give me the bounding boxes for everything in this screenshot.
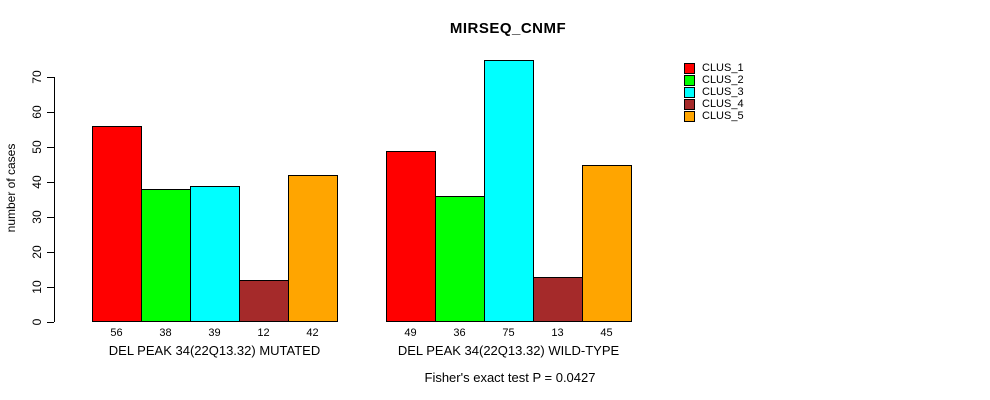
x-group-label: DEL PEAK 34(22Q13.32) WILD-TYPE (397, 343, 620, 358)
y-tick-label: 40 (30, 175, 44, 189)
legend-label: CLUS_1 (702, 61, 744, 74)
bar-clus_2 (141, 189, 191, 322)
chart-title: MIRSEQ_CNMF (449, 20, 567, 37)
y-tick-label: 60 (30, 105, 44, 119)
y-tick-label: 50 (30, 140, 44, 154)
bar-clus_2 (435, 196, 485, 322)
legend-label: CLUS_4 (702, 98, 744, 111)
legend-label: CLUS_2 (702, 73, 744, 86)
y-tick-label: 10 (30, 280, 44, 294)
legend: CLUS_1 CLUS_2 CLUS_3 CLUS_4 CLUS_5 (684, 62, 744, 123)
legend-swatch-icon (684, 74, 695, 86)
bar-clus_4 (533, 276, 583, 322)
bar-clus_3 (484, 59, 534, 322)
y-tick (47, 251, 54, 253)
bar-value-label: 45 (600, 327, 613, 339)
bar-value-label: 56 (110, 327, 123, 339)
bar-value-label: 49 (404, 327, 417, 339)
y-tick (47, 146, 54, 148)
bar-value-label: 38 (159, 327, 172, 339)
bar-value-label: 75 (502, 327, 515, 339)
bar-clus_5 (582, 164, 632, 322)
y-tick (47, 321, 54, 323)
bar-clus_1 (92, 126, 142, 322)
y-tick (47, 216, 54, 218)
legend-swatch-icon (684, 111, 695, 123)
y-tick (47, 76, 54, 78)
caption-text: Fisher's exact test P = 0.0427 (424, 370, 596, 385)
bar-value-label: 36 (453, 327, 466, 339)
y-tick (47, 286, 54, 288)
y-tick-label: 70 (30, 70, 44, 84)
bar-value-label: 12 (257, 327, 270, 339)
bar-value-label: 42 (306, 327, 319, 339)
legend-item-clus_4: CLUS_4 (684, 99, 744, 111)
legend-label: CLUS_5 (702, 110, 744, 123)
legend-swatch-icon (684, 99, 695, 111)
y-axis (54, 77, 55, 322)
y-tick (47, 111, 54, 113)
y-tick-label: 30 (30, 210, 44, 224)
y-tick-label: 20 (30, 245, 44, 259)
legend-label: CLUS_3 (702, 85, 744, 98)
bar-clus_1 (386, 150, 436, 322)
y-axis-label: number of cases (4, 143, 18, 233)
bar-value-label: 13 (551, 327, 564, 339)
legend-swatch-icon (684, 86, 695, 98)
bar-clus_5 (288, 175, 338, 322)
legend-swatch-icon (684, 62, 695, 74)
legend-item-clus_5: CLUS_5 (684, 111, 744, 123)
y-tick-label: 0 (30, 318, 44, 326)
bar-clus_4 (239, 280, 289, 322)
bar-clus_3 (190, 185, 240, 322)
legend-item-clus_3: CLUS_3 (684, 86, 744, 98)
y-tick (47, 181, 54, 183)
bar-value-label: 39 (208, 327, 221, 339)
legend-item-clus_2: CLUS_2 (684, 74, 744, 86)
legend-item-clus_1: CLUS_1 (684, 62, 744, 74)
x-group-label: DEL PEAK 34(22Q13.32) MUTATED (108, 343, 321, 358)
